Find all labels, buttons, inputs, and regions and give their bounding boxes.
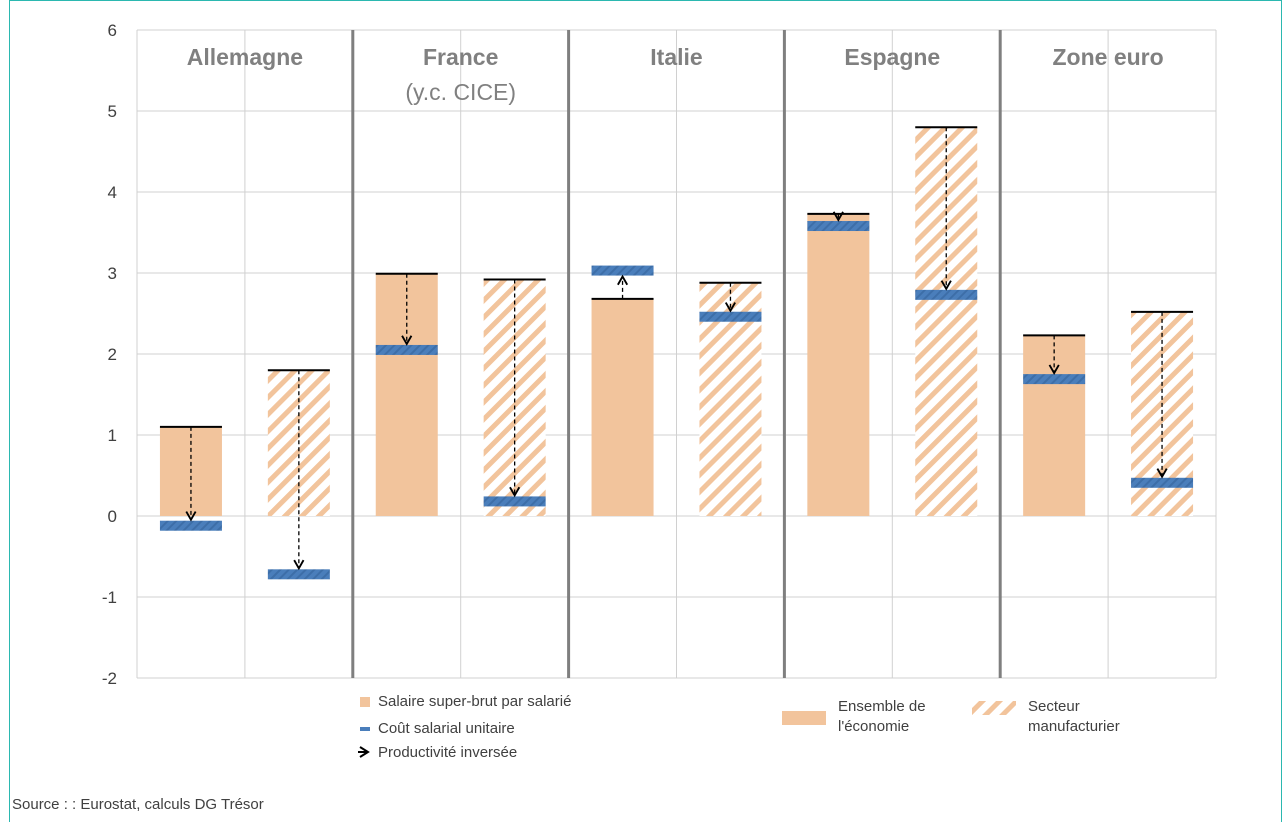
- unit-cost-marker: [1131, 477, 1194, 488]
- legend-sector-label: Secteur: [1028, 698, 1080, 715]
- unit-cost-marker: [591, 265, 654, 276]
- legend-label: Productivité inversée: [378, 744, 517, 761]
- y-tick-label: 0: [108, 507, 117, 526]
- y-tick-label: 6: [108, 21, 117, 40]
- group-label: France: [423, 44, 498, 70]
- unit-cost-markers: [159, 221, 1194, 580]
- unit-cost-marker: [483, 496, 546, 507]
- legend: Salaire super-brut par salarié Coût salar…: [358, 693, 1120, 761]
- legend-swatch-wage: [360, 697, 370, 707]
- unit-cost-marker: [159, 520, 222, 531]
- bar-economy: [807, 213, 870, 516]
- legend-swatch-unit-cost: [360, 727, 370, 731]
- source-note: Source : : Eurostat, calculs DG Trésor: [12, 796, 264, 813]
- y-tick-label: -1: [102, 588, 117, 607]
- legend-label: Coût salarial unitaire: [378, 720, 515, 737]
- legend-swatch-economy: [782, 711, 826, 725]
- y-axis-ticks: -2 -1 0 1 2 3 4 5 6: [102, 21, 117, 688]
- legend-sector-label: l'économie: [838, 718, 909, 735]
- y-tick-label: 4: [108, 183, 117, 202]
- legend-sector-label: Ensemble de: [838, 698, 926, 715]
- unit-cost-marker: [915, 289, 978, 300]
- y-tick-label: 2: [108, 345, 117, 364]
- productivity-arrows: [185, 127, 1168, 571]
- group-label: Italie: [650, 44, 702, 70]
- unit-cost-marker: [1023, 374, 1086, 385]
- legend-label: Salaire super-brut par salarié: [378, 693, 571, 710]
- bar-economy: [591, 298, 654, 516]
- group-labels: Allemagne France (y.c. CICE) Italie Espagne Z…: [187, 44, 1164, 105]
- unit-cost-marker: [699, 311, 762, 322]
- bar-economy: [375, 273, 438, 516]
- group-label: Allemagne: [187, 44, 303, 70]
- y-tick-label: 3: [108, 264, 117, 283]
- unit-cost-marker: [375, 344, 438, 355]
- y-tick-label: 5: [108, 102, 117, 121]
- legend-sector-label: manufacturier: [1028, 718, 1120, 735]
- y-tick-label: -2: [102, 669, 117, 688]
- chart-frame: [9, 0, 1282, 822]
- y-tick-label: 1: [108, 426, 117, 445]
- bar-economy: [1023, 335, 1086, 516]
- group-label: Zone euro: [1053, 44, 1164, 70]
- group-label: Espagne: [844, 44, 940, 70]
- unit-cost-marker: [267, 569, 330, 580]
- group-sublabel: (y.c. CICE): [405, 79, 516, 105]
- unit-cost-marker: [807, 221, 870, 232]
- group-separators: [351, 30, 1002, 678]
- bars: [159, 126, 1194, 516]
- legend-swatch-manufacturing: [972, 701, 1016, 715]
